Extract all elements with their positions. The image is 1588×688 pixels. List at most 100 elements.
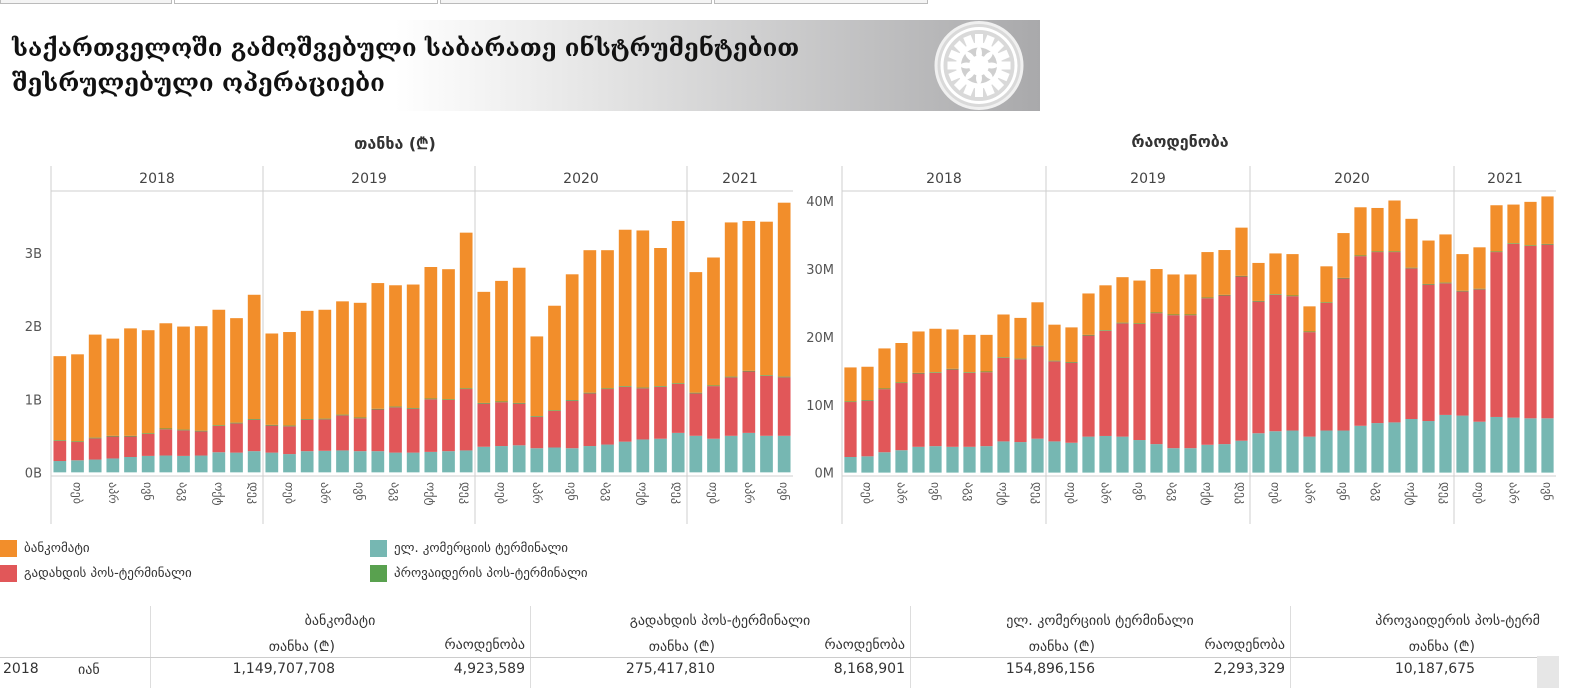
bar-segment[interactable] <box>1184 448 1197 473</box>
bar-segment[interactable] <box>980 446 993 473</box>
bar-segment[interactable] <box>265 452 279 473</box>
bar-segment[interactable] <box>353 451 367 473</box>
bar-segment[interactable] <box>247 451 261 473</box>
bar-segment[interactable] <box>141 433 155 434</box>
bar-segment[interactable] <box>442 451 455 473</box>
bar-segment[interactable] <box>71 442 84 461</box>
bar-segment[interactable] <box>963 446 976 473</box>
bar-segment[interactable] <box>777 435 791 473</box>
bar-segment[interactable] <box>1490 251 1503 253</box>
bar-segment[interactable] <box>212 452 226 473</box>
bar-segment[interactable] <box>1303 331 1316 333</box>
bar-segment[interactable] <box>336 450 349 473</box>
bar-segment[interactable] <box>1473 289 1486 422</box>
bar-segment[interactable] <box>177 430 190 456</box>
bar-segment[interactable] <box>389 285 402 407</box>
bar-segment[interactable] <box>1065 442 1078 473</box>
bar-segment[interactable] <box>1507 243 1520 418</box>
bar-segment[interactable] <box>742 370 756 372</box>
bar-segment[interactable] <box>389 452 402 473</box>
bar-segment[interactable] <box>124 457 137 473</box>
bar-segment[interactable] <box>1167 315 1180 449</box>
bar-segment[interactable] <box>1048 324 1061 361</box>
bar-segment[interactable] <box>1099 330 1112 331</box>
bar-segment[interactable] <box>1031 345 1044 347</box>
bar-segment[interactable] <box>88 437 102 439</box>
bar-segment[interactable] <box>124 436 137 457</box>
bar-segment[interactable] <box>1473 288 1486 290</box>
bar-segment[interactable] <box>442 399 455 400</box>
bar-segment[interactable] <box>707 438 720 473</box>
bar-segment[interactable] <box>777 376 791 378</box>
bar-segment[interactable] <box>618 386 632 387</box>
bar-segment[interactable] <box>1337 430 1350 473</box>
bar-segment[interactable] <box>1524 201 1537 246</box>
bar-segment[interactable] <box>1167 274 1180 315</box>
bar-segment[interactable] <box>1286 296 1299 431</box>
bar-segment[interactable] <box>1371 423 1384 473</box>
bar-segment[interactable] <box>371 409 385 452</box>
bar-segment[interactable] <box>1490 416 1503 473</box>
bar-segment[interactable] <box>1269 294 1282 295</box>
bar-segment[interactable] <box>844 401 857 403</box>
bar-segment[interactable] <box>1167 448 1180 473</box>
bar-segment[interactable] <box>636 230 650 388</box>
bar-segment[interactable] <box>689 272 703 393</box>
bar-segment[interactable] <box>1065 362 1078 443</box>
bar-segment[interactable] <box>1303 306 1316 332</box>
bar-segment[interactable] <box>1014 359 1027 443</box>
bar-segment[interactable] <box>1269 253 1282 295</box>
bar-segment[interactable] <box>636 439 650 473</box>
bar-segment[interactable] <box>1541 243 1554 245</box>
bar-segment[interactable] <box>946 368 959 370</box>
bar-segment[interactable] <box>1184 274 1197 315</box>
dashboard-tab[interactable] <box>714 0 928 4</box>
bar-segment[interactable] <box>159 455 173 473</box>
bar-segment[interactable] <box>1116 436 1129 473</box>
bar-segment[interactable] <box>929 328 942 373</box>
bar-segment[interactable] <box>265 424 279 426</box>
bar-segment[interactable] <box>601 444 614 473</box>
bar-segment[interactable] <box>895 382 908 384</box>
bar-segment[interactable] <box>1422 283 1435 285</box>
bar-segment[interactable] <box>1337 233 1350 278</box>
bar-segment[interactable] <box>1065 362 1078 363</box>
bar-segment[interactable] <box>1031 346 1044 439</box>
bar-segment[interactable] <box>1541 418 1554 473</box>
bar-segment[interactable] <box>1252 433 1265 473</box>
bar-segment[interactable] <box>1439 282 1452 284</box>
bar-segment[interactable] <box>1218 295 1231 445</box>
bar-segment[interactable] <box>177 455 190 473</box>
bar-segment[interactable] <box>477 446 491 473</box>
bar-segment[interactable] <box>963 372 976 447</box>
bar-segment[interactable] <box>980 334 993 372</box>
bar-segment[interactable] <box>997 441 1010 473</box>
bar-segment[interactable] <box>353 302 367 418</box>
bar-segment[interactable] <box>912 372 925 374</box>
bar-segment[interactable] <box>1235 227 1248 276</box>
bar-segment[interactable] <box>336 301 349 415</box>
bar-segment[interactable] <box>912 373 925 447</box>
bar-segment[interactable] <box>459 389 473 451</box>
bar-segment[interactable] <box>895 450 908 473</box>
bar-segment[interactable] <box>1388 200 1401 252</box>
bar-segment[interactable] <box>530 416 544 449</box>
bar-segment[interactable] <box>1116 277 1129 323</box>
bar-segment[interactable] <box>247 419 261 420</box>
bar-segment[interactable] <box>212 425 226 426</box>
bar-segment[interactable] <box>1286 430 1299 473</box>
bar-segment[interactable] <box>512 402 526 404</box>
bar-segment[interactable] <box>1405 268 1418 419</box>
bar-segment[interactable] <box>861 400 874 457</box>
bar-segment[interactable] <box>1439 283 1452 415</box>
bar-segment[interactable] <box>946 329 959 369</box>
bar-segment[interactable] <box>53 440 67 462</box>
bar-segment[interactable] <box>1116 323 1129 437</box>
bar-segment[interactable] <box>707 385 720 387</box>
bar-segment[interactable] <box>247 419 261 452</box>
bar-segment[interactable] <box>406 408 420 453</box>
bar-segment[interactable] <box>565 274 579 400</box>
bar-segment[interactable] <box>742 432 756 473</box>
bar-segment[interactable] <box>495 401 508 403</box>
bar-segment[interactable] <box>283 426 296 455</box>
